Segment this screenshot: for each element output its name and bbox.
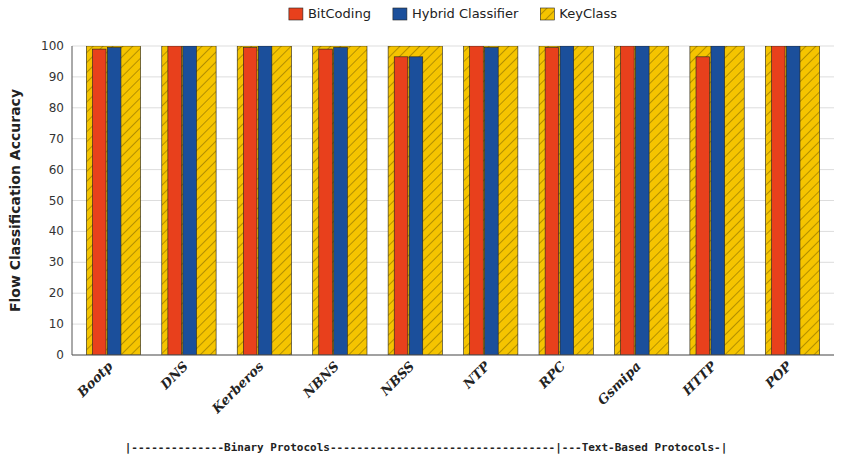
bar xyxy=(485,48,499,355)
legend-swatch xyxy=(540,8,554,20)
y-tick-label: 50 xyxy=(49,194,64,208)
bar xyxy=(86,46,140,355)
bar xyxy=(183,46,197,355)
bar xyxy=(711,46,725,355)
bar xyxy=(162,46,216,355)
bar xyxy=(388,46,442,355)
y-tick-label: 20 xyxy=(49,286,64,300)
y-axis-line xyxy=(72,46,73,355)
bar xyxy=(243,48,257,355)
y-axis-title: Flow Classification Accuracy xyxy=(7,89,23,312)
bar xyxy=(409,57,423,355)
y-tick-label: 90 xyxy=(49,70,64,84)
bar xyxy=(334,48,348,355)
page: {"chart_data": {"type": "bar", "categori… xyxy=(0,0,852,459)
bar xyxy=(545,48,559,355)
bar xyxy=(319,49,333,355)
bar xyxy=(636,46,650,355)
bar xyxy=(92,49,106,355)
bar xyxy=(107,48,121,355)
x-tick-label: NBSS xyxy=(377,359,418,400)
legend: BitCoding Hybrid Classifier KeyClass xyxy=(289,6,617,21)
legend-item: BitCoding xyxy=(289,6,371,21)
x-tick-label: HTTP xyxy=(679,358,720,399)
bar xyxy=(621,46,635,355)
bar xyxy=(771,46,785,355)
bar xyxy=(313,46,367,355)
bar xyxy=(168,46,182,355)
x-axis-line xyxy=(72,355,834,356)
y-axis: 0 10 20 30 40 50 60 70 80 90 100 xyxy=(41,39,72,362)
bar xyxy=(786,46,800,355)
y-tick-label: 40 xyxy=(49,224,64,238)
y-tick-label: 80 xyxy=(49,101,64,115)
y-tick-label: 60 xyxy=(49,163,64,177)
x-tick-label: NTP xyxy=(459,358,493,392)
bar xyxy=(539,46,593,355)
bars xyxy=(86,46,819,355)
legend-label: Hybrid Classifier xyxy=(412,6,519,21)
x-tick-label: POP xyxy=(761,358,795,392)
y-tick-label: 0 xyxy=(56,348,64,362)
x-tick-label: RPC xyxy=(535,358,569,392)
y-tick-label: 70 xyxy=(49,132,64,146)
bar xyxy=(614,46,668,355)
x-tick-label: Kerberos xyxy=(208,358,267,417)
legend-item: KeyClass xyxy=(540,6,617,21)
legend-label: BitCoding xyxy=(308,6,371,21)
bar xyxy=(560,46,574,355)
bar xyxy=(464,46,518,355)
annotation: |--------------Binary Protocols---------… xyxy=(125,441,728,454)
legend-label: KeyClass xyxy=(559,6,617,21)
x-tick-label: Bootp xyxy=(74,359,116,401)
bar xyxy=(690,46,744,355)
grid xyxy=(72,46,834,355)
bar xyxy=(470,46,484,355)
legend-swatch xyxy=(289,8,303,20)
bar xyxy=(258,46,272,355)
bar xyxy=(394,57,408,355)
chart: 0 10 20 30 40 50 60 70 80 90 100 Bootp DNS Kerberos NB… xyxy=(0,0,852,459)
legend-swatch xyxy=(393,8,407,20)
x-tick-label: DNS xyxy=(157,359,191,393)
grid-line xyxy=(72,355,834,356)
x-axis: Bootp DNS Kerberos NBNS NBSS NTP RPC Gsmipa HTTP… xyxy=(72,355,834,417)
legend-item: Hybrid Classifier xyxy=(393,6,519,21)
bar xyxy=(696,57,710,355)
y-tick-label: 100 xyxy=(41,39,64,53)
bar xyxy=(765,46,819,355)
x-tick-label: Gsmipa xyxy=(594,359,643,408)
y-tick-label: 10 xyxy=(49,317,64,331)
bar xyxy=(237,46,291,355)
x-tick-label: NBNS xyxy=(299,359,342,402)
y-tick-label: 30 xyxy=(49,255,64,269)
